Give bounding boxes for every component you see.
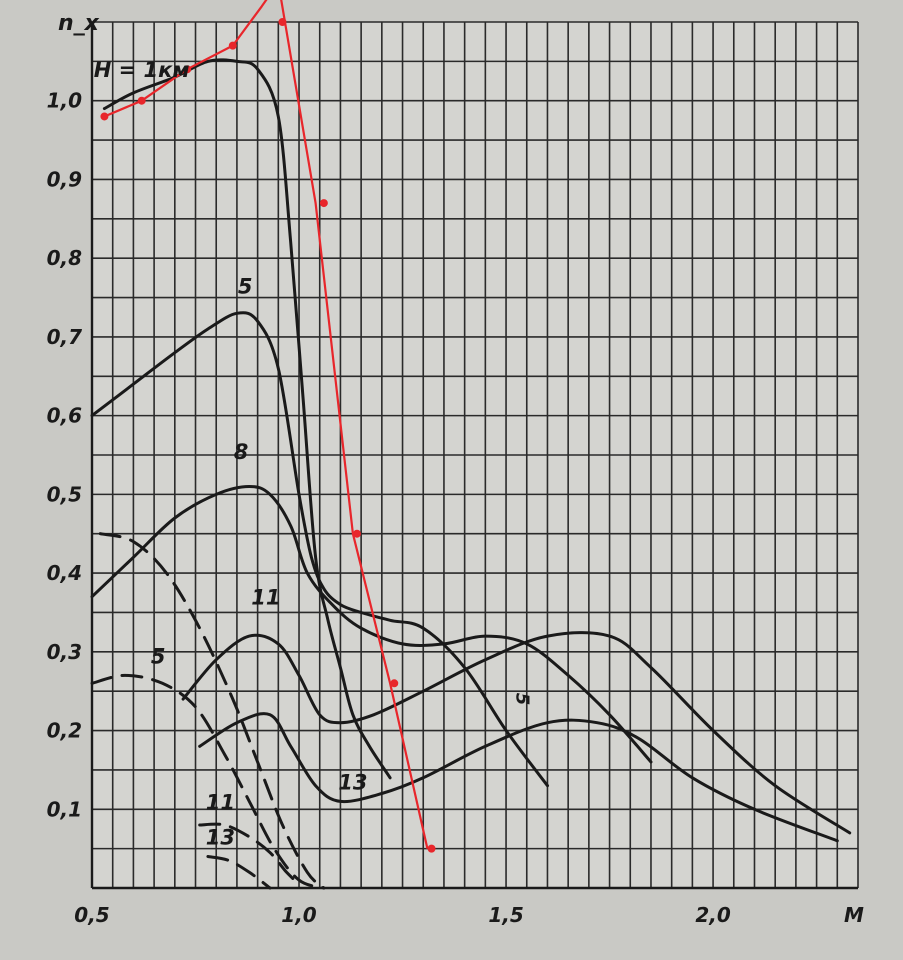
solid-curve — [198, 712, 839, 843]
y-tick-label: 0,5 — [47, 482, 82, 506]
y-tick-label: 0,1 — [47, 797, 82, 821]
overlay-layer — [100, 0, 436, 853]
overlay-marker — [319, 199, 328, 208]
x-tick-label: 0,5 — [74, 903, 109, 927]
x-tick-label: 1,5 — [488, 903, 523, 927]
solid-curve — [102, 58, 392, 780]
series-layer — [90, 58, 852, 890]
curve-label: H = 1км — [94, 58, 190, 82]
y-tick-label: 0,8 — [47, 246, 83, 270]
overlay-marker — [278, 18, 287, 26]
curve-label: 5 — [151, 645, 166, 669]
x-tick-label: 1,0 — [281, 903, 317, 927]
curve-label: 11 — [206, 790, 235, 814]
overlay-marker — [137, 96, 146, 105]
dashed-curve — [98, 532, 326, 890]
x-tick-label: 2,0 — [695, 903, 731, 927]
overlay-marker — [183, 65, 192, 74]
curve-label: 13 — [338, 771, 367, 795]
label-layer: H = 1км 5 8 11 13 5 11 13 5 — [94, 58, 533, 850]
curve-label: 11 — [251, 586, 280, 610]
x-axis-label: M — [844, 903, 864, 927]
overlay-marker — [228, 41, 237, 50]
y-tick-label: 0,7 — [47, 325, 83, 349]
y-tick-label: 0,2 — [47, 719, 82, 743]
dashed-curve — [90, 673, 326, 890]
solid-curve — [90, 311, 549, 788]
y-tick-label: 0,6 — [47, 404, 83, 428]
y-tick-label: 1,0 — [47, 89, 83, 113]
overlay-marker — [100, 112, 109, 121]
curve-annotation: 5 — [511, 693, 532, 706]
dashed-curve — [198, 822, 301, 886]
overlay-marker — [390, 679, 399, 688]
curve-label: 5 — [238, 275, 253, 299]
curve-label: 13 — [206, 826, 235, 850]
solid-curve — [90, 485, 653, 764]
overlay-marker — [352, 529, 361, 538]
dashed-curve — [206, 855, 272, 890]
axes-layer: 0,5 1,0 1,5 2,0 0,1 0,2 0,3 0,4 0,5 0,6 0,7 0,8 0,9 1… — [47, 11, 864, 927]
y-tick-label: 0,9 — [47, 167, 83, 191]
curve-label: 8 — [234, 440, 249, 464]
y-tick-label: 0,3 — [47, 640, 82, 664]
overlay-marker — [427, 844, 436, 853]
y-axis-label: n_x — [58, 11, 100, 36]
y-tick-label: 0,4 — [47, 561, 82, 585]
overlay-line — [103, 0, 429, 849]
solid-curve — [181, 631, 852, 835]
